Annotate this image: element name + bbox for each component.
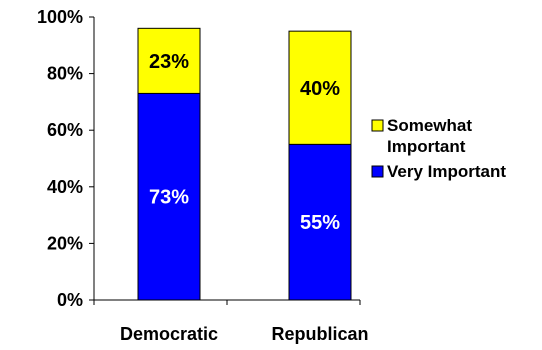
- data-label: 23%: [149, 51, 189, 73]
- legend-label-somewhat-line1: Somewhat: [387, 116, 472, 135]
- data-label: 40%: [300, 78, 340, 100]
- legend-label-very-important: Very Important: [387, 162, 506, 181]
- legend-swatch-very-important: [371, 165, 384, 178]
- bar-somewhat-important-republican: [288, 30, 352, 145]
- y-tick-label: 0%: [57, 290, 83, 310]
- legend: Somewhat Important Very Important: [371, 116, 506, 181]
- x-category-labels: Democratic Republican: [120, 324, 369, 344]
- y-tick-labels: 0% 20% 40% 60% 80% 100%: [37, 7, 83, 310]
- y-tick-label: 20%: [47, 233, 83, 253]
- legend-label-somewhat-line2: Important: [387, 137, 466, 156]
- y-tick-label: 40%: [47, 177, 83, 197]
- bars: 73% 23% 55% 40%: [137, 27, 352, 301]
- x-category-label: Republican: [271, 324, 368, 344]
- y-tick-label: 80%: [47, 64, 83, 84]
- x-category-label: Democratic: [120, 324, 218, 344]
- bar-very-important-democratic: [137, 92, 201, 301]
- bar-very-important-republican: [288, 143, 352, 301]
- y-tick-label: 100%: [37, 7, 83, 27]
- data-label: 73%: [149, 187, 189, 209]
- data-label: 55%: [300, 212, 340, 234]
- y-tick-label: 60%: [47, 120, 83, 140]
- bar-somewhat-important-democratic: [137, 27, 201, 94]
- legend-swatch-somewhat-important: [371, 119, 384, 132]
